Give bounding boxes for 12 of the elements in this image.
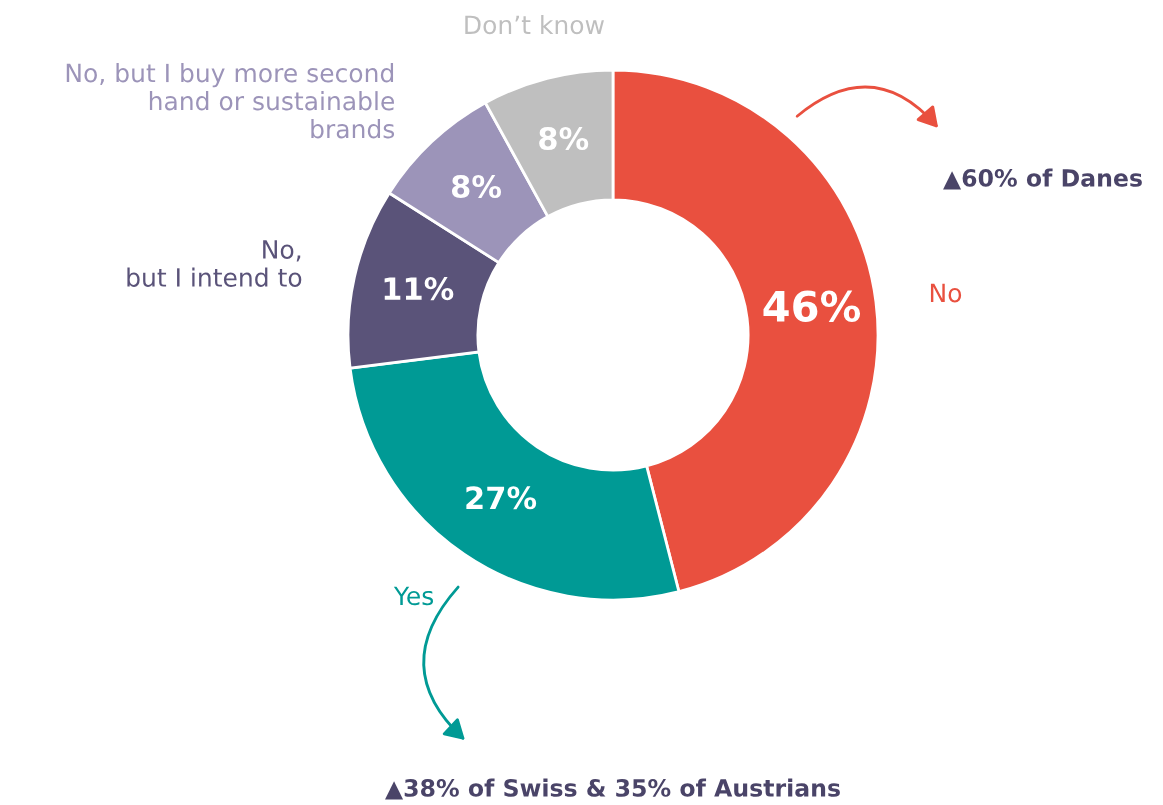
data-label: 8% [539,126,589,151]
text: ▲38% of Swiss & 35% of Austrians [385,778,840,800]
data-label: 27% [466,486,537,510]
slice-label: No [930,283,962,303]
data-label: 11% [384,277,454,301]
slice-label: No, but I buy more second hand or sustainable brands [66,63,395,139]
slice-label: Yes [393,586,434,606]
data-label: 46% [763,290,861,323]
slice-label: Don’t know [465,14,604,35]
slice-label: No, but I intend to [127,240,302,287]
data-label: 8% [451,174,501,199]
text: ▲60% of Danes [943,168,1142,190]
